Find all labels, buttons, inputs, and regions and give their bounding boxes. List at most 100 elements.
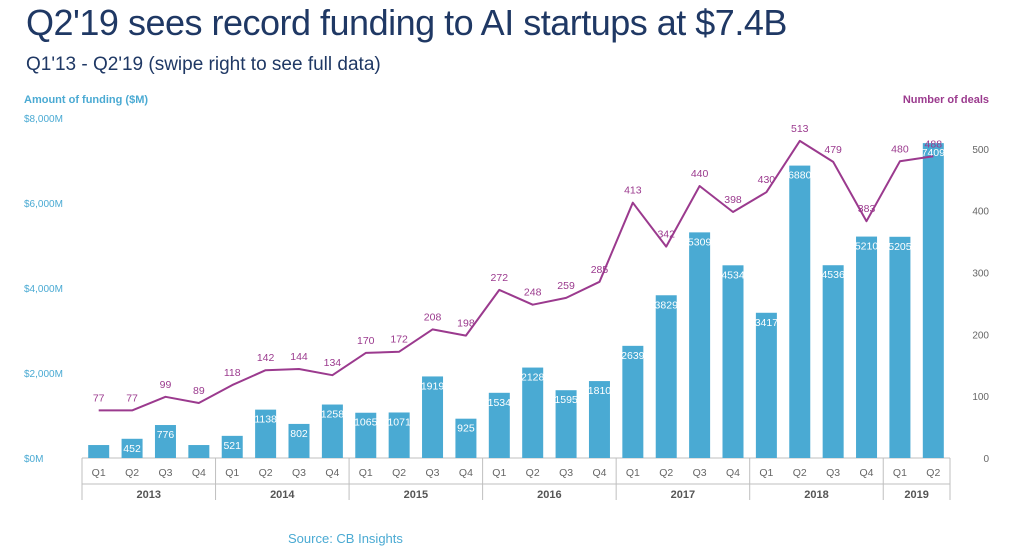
funding-bar [188, 445, 210, 458]
quarter-tick-label: Q4 [860, 467, 874, 479]
quarter-tick-label: Q2 [259, 467, 273, 479]
quarter-tick-label: Q4 [459, 467, 473, 479]
funding-bar [689, 232, 711, 458]
quarter-tick-label: Q2 [125, 467, 139, 479]
funding-bar [588, 381, 610, 458]
quarter-tick-label: Q3 [693, 467, 707, 479]
funding-bar [388, 412, 410, 458]
funding-bar [321, 404, 343, 458]
y2-tick-label: 500 [972, 145, 989, 156]
quarter-tick-label: Q1 [893, 467, 907, 479]
quarter-tick-label: Q1 [759, 467, 773, 479]
deal-value-label: 480 [891, 143, 909, 155]
chart-subtitle: Q1'13 - Q2'19 (swipe right to see full d… [26, 54, 381, 75]
funding-bar [856, 236, 878, 458]
year-tick-label: 2018 [804, 489, 828, 501]
quarter-tick-label: Q4 [325, 467, 339, 479]
funding-bar [655, 295, 677, 458]
deal-value-label: 89 [193, 385, 205, 397]
funding-value-label: 1595 [554, 394, 578, 406]
deal-value-label: 272 [491, 272, 509, 284]
quarter-tick-label: Q2 [526, 467, 540, 479]
year-tick-label: 2019 [904, 489, 928, 501]
funding-bar [722, 265, 744, 458]
funding-value-label: 6880 [788, 170, 812, 182]
funding-value-label: 2128 [521, 372, 545, 384]
funding-value-label: 1071 [387, 416, 411, 428]
deals-line [98, 139, 934, 412]
deal-value-label: 248 [524, 287, 542, 299]
y-tick-label: $4,000M [24, 284, 63, 295]
funding-bar [622, 345, 644, 458]
deal-value-label: 208 [424, 311, 442, 323]
funding-bar [488, 392, 510, 458]
funding-bar [889, 236, 911, 458]
deal-value-label: 342 [657, 229, 675, 241]
y2-tick-label: 100 [972, 392, 989, 403]
deal-value-label: 77 [93, 392, 105, 404]
quarter-tick-label: Q3 [559, 467, 573, 479]
deal-value-label: 172 [390, 334, 408, 346]
funding-value-label: 925 [457, 423, 475, 435]
funding-bar [422, 376, 444, 458]
funding-value-label: 802 [290, 428, 308, 440]
y2-tick-label: 200 [972, 330, 989, 341]
funding-value-label: 1065 [354, 417, 378, 429]
funding-value-label: 5205 [888, 241, 912, 253]
funding-value-label: 2639 [621, 350, 645, 362]
year-tick-label: 2013 [137, 489, 161, 501]
funding-value-label: 5210 [855, 241, 879, 253]
funding-value-label: 1919 [421, 380, 445, 392]
funding-value-label: 1534 [488, 397, 512, 409]
funding-bar [822, 265, 844, 458]
y-tick-label: $2,000M [24, 369, 63, 380]
funding-value-label: 776 [157, 429, 175, 441]
deal-value-label: 99 [160, 379, 172, 391]
quarter-tick-label: Q2 [793, 467, 807, 479]
funding-bar [255, 409, 277, 458]
quarter-tick-label: Q4 [592, 467, 606, 479]
funding-value-label: 1810 [588, 385, 612, 397]
funding-bar [522, 367, 544, 458]
y2-tick-label: 300 [972, 269, 989, 280]
funding-bar [221, 435, 243, 458]
quarter-tick-label: Q4 [192, 467, 206, 479]
year-tick-label: 2017 [671, 489, 695, 501]
y-tick-label: $8,000M [24, 114, 63, 125]
funding-value-label: 3829 [655, 299, 679, 311]
deal-value-label: 77 [126, 392, 138, 404]
deal-value-label: 142 [257, 352, 275, 364]
source-note: Source: CB Insights [288, 531, 403, 546]
y2-tick-label: 400 [972, 207, 989, 218]
deal-value-label: 440 [691, 168, 709, 180]
quarter-tick-label: Q1 [359, 467, 373, 479]
funding-bar [755, 312, 777, 458]
funding-value-label: 3417 [755, 317, 779, 329]
deal-value-label: 144 [290, 351, 308, 363]
quarter-tick-label: Q2 [926, 467, 940, 479]
funding-value-label: 4534 [721, 269, 745, 281]
quarter-tick-label: Q3 [826, 467, 840, 479]
funding-bar [355, 412, 377, 458]
quarter-tick-label: Q1 [492, 467, 506, 479]
deal-value-label: 285 [591, 264, 609, 276]
funding-bar [88, 445, 110, 458]
deal-value-label: 198 [457, 318, 475, 330]
deal-value-label: 513 [791, 123, 809, 135]
funding-value-label: 4536 [821, 269, 845, 281]
funding-value-label: 452 [123, 443, 141, 455]
y2-tick-label: 0 [983, 454, 989, 465]
quarter-tick-label: Q2 [392, 467, 406, 479]
deal-value-label: 170 [357, 335, 375, 347]
deal-value-label: 259 [557, 280, 575, 292]
quarter-tick-label: Q3 [158, 467, 172, 479]
y-tick-label: $0M [24, 454, 43, 465]
deal-value-label: 398 [724, 194, 742, 206]
year-tick-label: 2016 [537, 489, 561, 501]
funding-value-label: 1138 [254, 414, 277, 426]
y2-axis-title: Number of deals [903, 94, 989, 106]
deal-value-label: 134 [324, 357, 342, 369]
funding-bar [789, 165, 811, 458]
y-axis-title: Amount of funding ($M) [24, 94, 148, 106]
